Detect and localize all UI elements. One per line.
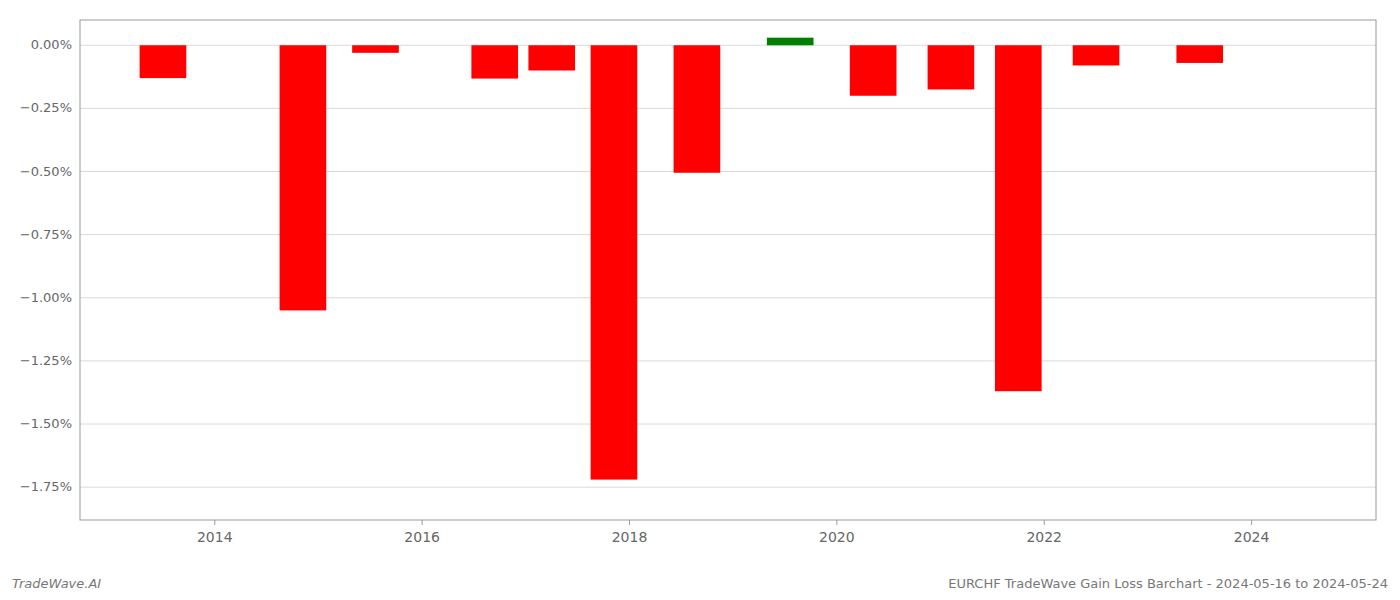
bar [850,45,897,96]
footer-text: TradeWave.AI [12,576,101,591]
x-tick-label: 2020 [819,529,855,545]
grid-line [80,108,1376,109]
y-tick-label: −0.50% [20,164,72,179]
bar [767,38,814,46]
bar [471,45,518,78]
y-tick-label: −0.75% [20,227,72,242]
grid-line [80,487,1376,488]
grid-line [80,297,1376,298]
x-tick [629,520,630,525]
plot-frame [80,20,1376,520]
x-tick-label: 2024 [1234,529,1270,545]
y-tick-label: −0.25% [20,100,72,115]
grid-line [80,171,1376,172]
x-tick-label: 2014 [197,529,233,545]
grid-line [80,360,1376,361]
x-tick-label: 2022 [1026,529,1062,545]
grid-line [80,424,1376,425]
bar [280,45,327,310]
y-tick-label: −1.25% [20,353,72,368]
y-tick-label: 0.00% [31,37,72,52]
bars [140,38,1223,480]
y-tick-label: −1.75% [20,479,72,494]
chart: 0.00% −0.25% −0.50% −0.75% −1.00% −1.25% −1.50… [0,0,1400,600]
bar [995,45,1042,391]
grid [80,45,1376,487]
x-tick [1251,520,1252,525]
bar [528,45,575,70]
x-axis: 2014 2016 2018 2020 2022 2024 [197,520,1270,545]
x-tick-label: 2016 [404,529,440,545]
grid-line [80,234,1376,235]
x-tick [422,520,423,525]
bar [928,45,975,89]
bar [352,45,399,53]
bar [1073,45,1120,65]
x-tick [836,520,837,525]
x-tick-label: 2018 [612,529,648,545]
bar [591,45,638,479]
footer-text: EURCHF TradeWave Gain Loss Barchart - 20… [948,576,1388,591]
x-tick [1044,520,1045,525]
x-tick [214,520,215,525]
bar [140,45,187,78]
bar [674,45,721,173]
y-tick-label: −1.00% [20,290,72,305]
y-tick-label: −1.50% [20,416,72,431]
y-axis: 0.00% −0.25% −0.50% −0.75% −1.00% −1.25% −1.50… [20,37,72,494]
bar [1176,45,1223,63]
